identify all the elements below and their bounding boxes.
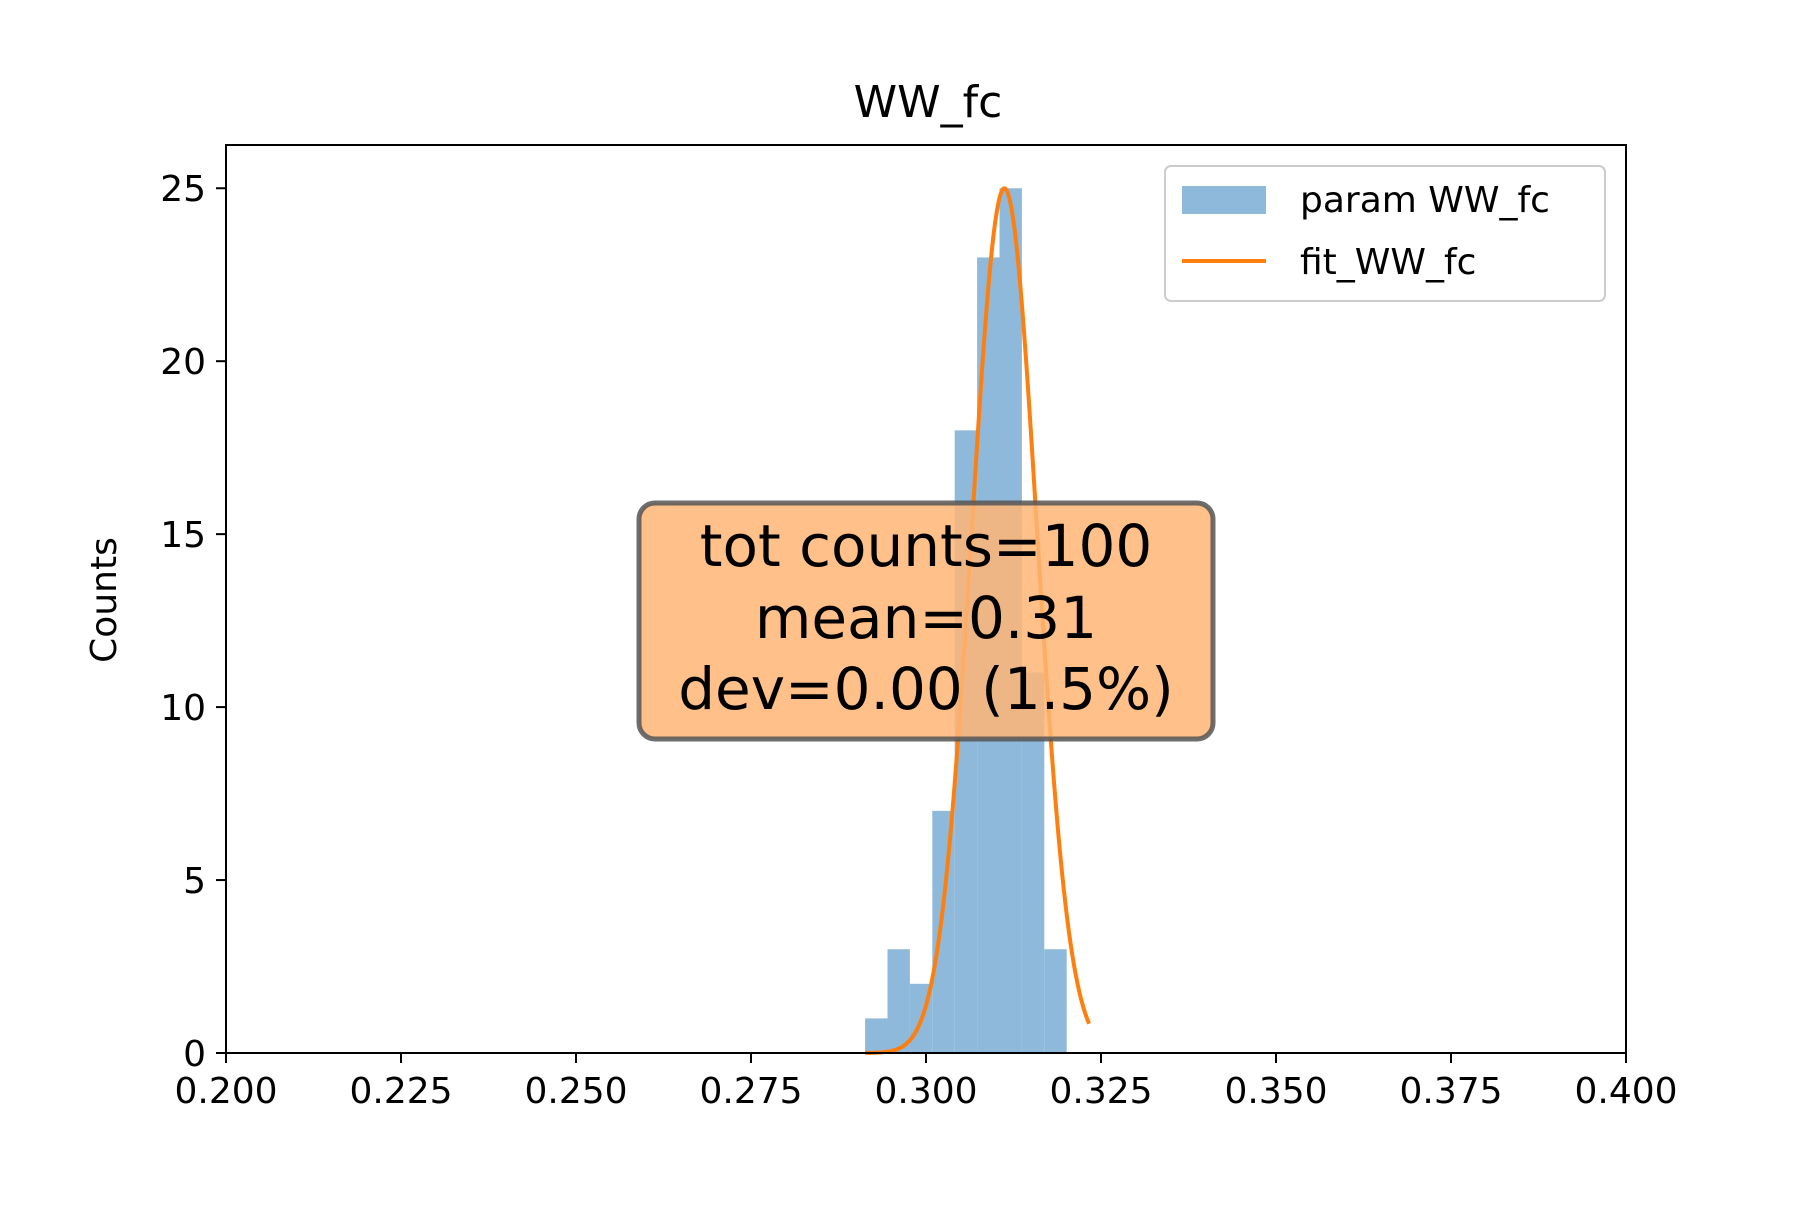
histogram-bar <box>1021 672 1045 1053</box>
chart-title: WW_fc <box>854 77 1003 128</box>
y-tick-label: 10 <box>160 688 206 729</box>
x-tick-label: 0.225 <box>349 1071 452 1112</box>
fit-curve-layer <box>864 186 1091 1055</box>
stats-annotation: tot counts=100 mean=0.31 dev=0.00 (1.5%) <box>636 500 1216 742</box>
histogram-bar <box>932 810 955 1053</box>
stats-line-mean: mean=0.31 <box>755 584 1097 652</box>
x-axis-ticks: 0.200 0.225 0.250 0.275 0.300 0.325 0.350 0.375… <box>174 1053 1678 1112</box>
stats-line-dev: dev=0.00 (1.5%) <box>678 655 1174 723</box>
y-tick-label: 0 <box>183 1034 206 1075</box>
y-axis-ticks: 0 5 10 15 20 25 <box>160 169 226 1075</box>
y-tick-label: 15 <box>160 515 206 556</box>
fit-curve <box>864 186 1091 1055</box>
y-tick-label: 5 <box>183 861 206 902</box>
legend: param WW_fc fit_WW_fc <box>1164 165 1606 302</box>
histogram-bar <box>1044 949 1067 1053</box>
legend-frame <box>1164 165 1606 302</box>
x-tick-label: 0.250 <box>524 1071 627 1112</box>
x-tick-label: 0.300 <box>874 1071 977 1112</box>
x-tick-label: 0.400 <box>1574 1071 1677 1112</box>
legend-swatch-histogram <box>1182 186 1266 214</box>
x-tick-label: 0.375 <box>1399 1071 1502 1112</box>
stats-line-counts: tot counts=100 <box>700 512 1153 580</box>
histogram-bar <box>865 1018 888 1053</box>
legend-label-fit: fit_WW_fc <box>1300 242 1476 283</box>
x-tick-label: 0.200 <box>174 1071 277 1112</box>
y-tick-label: 20 <box>160 342 206 383</box>
x-tick-label: 0.325 <box>1049 1071 1152 1112</box>
x-tick-label: 0.275 <box>699 1071 802 1112</box>
y-axis-label: Counts <box>84 537 125 663</box>
y-tick-label: 25 <box>160 169 206 210</box>
legend-label-histogram: param WW_fc <box>1300 180 1550 221</box>
histogram-bar <box>887 949 910 1053</box>
stats-box <box>636 500 1216 742</box>
x-tick-label: 0.350 <box>1224 1071 1327 1112</box>
